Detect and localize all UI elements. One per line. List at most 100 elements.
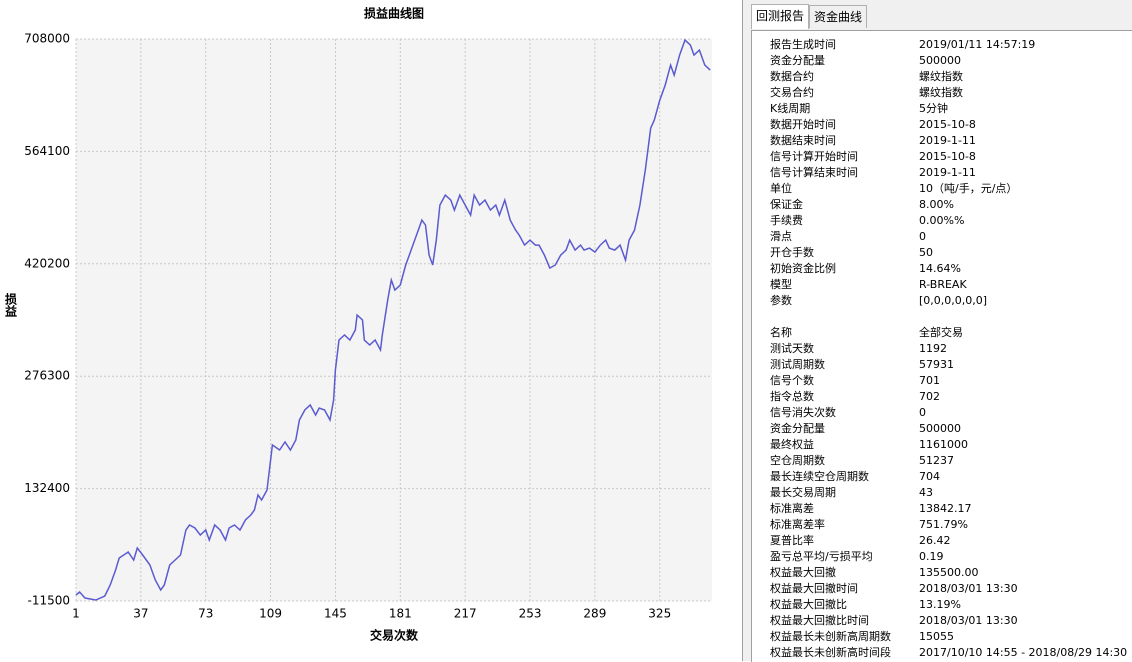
report-value: 51237 <box>919 454 954 467</box>
report-key: 最终权益 <box>770 438 814 451</box>
x-axis-label: 交易次数 <box>370 628 419 643</box>
report-value: 1192 <box>919 342 947 355</box>
report-value: 螺纹指数 <box>919 70 963 83</box>
report-key: 最长连续空仓周期数 <box>770 470 869 483</box>
report-value: 135500.00 <box>919 566 979 579</box>
tab[interactable]: 资金曲线 <box>809 5 868 28</box>
report-value: 全部交易 <box>919 326 963 339</box>
report-value: 14.64% <box>919 262 961 275</box>
x-tick-label: 289 <box>583 607 606 621</box>
x-tick-label: 325 <box>648 607 671 621</box>
report-key: 开仓手数 <box>770 246 814 259</box>
report-key: 空仓周期数 <box>770 454 825 467</box>
report-value: 2019-1-11 <box>919 134 976 147</box>
report-value: 0.00%% <box>919 214 965 227</box>
report-key: 最长交易周期 <box>770 486 836 499</box>
report-key: 资金分配量 <box>770 422 825 435</box>
report-key: 数据结束时间 <box>770 134 836 147</box>
report-key: K线周期 <box>770 102 811 115</box>
report-key: 夏普比率 <box>770 534 814 547</box>
report-value: 500000 <box>919 422 961 435</box>
report-value: 57931 <box>919 358 954 371</box>
report-value: 1161000 <box>919 438 968 451</box>
report-value: 2019/01/11 14:57:19 <box>919 38 1036 51</box>
report-value: 500000 <box>919 54 961 67</box>
report-key: 权益最长未创新高时间段 <box>770 646 891 659</box>
report-key: 手续费 <box>770 214 803 227</box>
report-key: 名称 <box>770 326 792 339</box>
tab[interactable]: 回测报告 <box>751 4 810 29</box>
report-value: 50 <box>919 246 933 259</box>
report-value: 5分钟 <box>919 102 948 115</box>
report-value: 0 <box>919 406 926 419</box>
report-value: 2018/03/01 13:30 <box>919 614 1018 627</box>
report-key: 初始资金比例 <box>770 262 836 275</box>
equity-line <box>75 38 711 601</box>
report-key: 信号个数 <box>770 374 814 387</box>
report-key: 权益最大回撤时间 <box>770 582 858 595</box>
report-key: 测试周期数 <box>770 358 825 371</box>
x-tick-label: 217 <box>454 607 477 621</box>
report-key: 测试天数 <box>770 342 814 355</box>
x-tick-label: 109 <box>259 607 282 621</box>
x-tick-label: 253 <box>519 607 542 621</box>
report-key: 权益最大回撤 <box>770 566 836 579</box>
plot-area <box>76 39 712 601</box>
report-key: 指令总数 <box>770 390 814 403</box>
y-axis-label: 损益 <box>4 292 18 318</box>
x-tick-label: 181 <box>389 607 412 621</box>
y-tick-label: -11500 <box>27 594 70 608</box>
report-value: 2017/10/10 14:55 - 2018/08/29 14:30 <box>919 646 1128 659</box>
report-value: 15055 <box>919 630 954 643</box>
x-tick-label: 37 <box>133 607 148 621</box>
report-value: 2015-10-8 <box>919 150 976 163</box>
report-key: 标准离差 <box>770 502 814 515</box>
report-value: R-BREAK <box>919 278 967 291</box>
report-value: 13842.17 <box>919 502 972 515</box>
y-tick-label: 276300 <box>24 369 70 383</box>
report-key: 交易合约 <box>770 86 814 99</box>
report-key: 权益最长未创新高周期数 <box>770 630 891 643</box>
x-tick-label: 1 <box>72 607 80 621</box>
report-list: 报告生成时间 2019/01/11 14:57:19 资金分配量 500000 数据合约… <box>751 30 1132 662</box>
report-value: 26.42 <box>919 534 951 547</box>
report-key: 参数 <box>770 294 792 307</box>
chart-title: 损益曲线图 <box>364 6 424 21</box>
y-tick-label: 132400 <box>24 481 70 495</box>
report-value: 0 <box>919 230 926 243</box>
report-key: 数据开始时间 <box>770 118 836 131</box>
report-key: 信号计算开始时间 <box>770 150 858 163</box>
report-value: 2015-10-8 <box>919 118 976 131</box>
report-value: 0.19 <box>919 550 944 563</box>
report-panel: 回测报告 资金曲线 报告生成时间 2019/01/11 14:57:19 资金分配量 5… <box>742 0 1132 662</box>
report-key: 权益最大回撤比 <box>770 598 847 611</box>
report-key: 标准离差率 <box>770 518 825 531</box>
report-value: 2018/03/01 13:30 <box>919 582 1018 595</box>
report-key: 资金分配量 <box>770 54 825 67</box>
report-key: 报告生成时间 <box>770 38 836 51</box>
report-key: 模型 <box>770 278 792 291</box>
report-value: 螺纹指数 <box>919 86 963 99</box>
report-key: 保证金 <box>770 198 803 211</box>
chart: 损益曲线图 交易次数 损益 -11500 132400 276300 420200 56… <box>4 6 712 643</box>
report-value: 43 <box>919 486 933 499</box>
y-tick-label: 564100 <box>24 144 70 158</box>
report-value: 704 <box>919 470 940 483</box>
report-value: 702 <box>919 390 940 403</box>
report-key: 信号消失次数 <box>770 406 836 419</box>
report-value: 10（吨/手，元/点） <box>919 182 1018 195</box>
report-key: 滑点 <box>770 230 792 243</box>
y-tick-label: 420200 <box>24 256 70 270</box>
report-value: [0,0,0,0,0,0] <box>919 294 988 307</box>
report-value: 13.19% <box>919 598 961 611</box>
report-key: 权益最大回撤比时间 <box>770 614 869 627</box>
report-value: 701 <box>919 374 940 387</box>
report-value: 8.00% <box>919 198 954 211</box>
report-key: 数据合约 <box>770 70 814 83</box>
y-tick-label: 708000 <box>24 32 70 46</box>
report-key: 信号计算结束时间 <box>770 166 858 179</box>
report-value: 2019-1-11 <box>919 166 976 179</box>
x-tick-label: 73 <box>198 607 213 621</box>
report-key: 单位 <box>770 182 792 195</box>
